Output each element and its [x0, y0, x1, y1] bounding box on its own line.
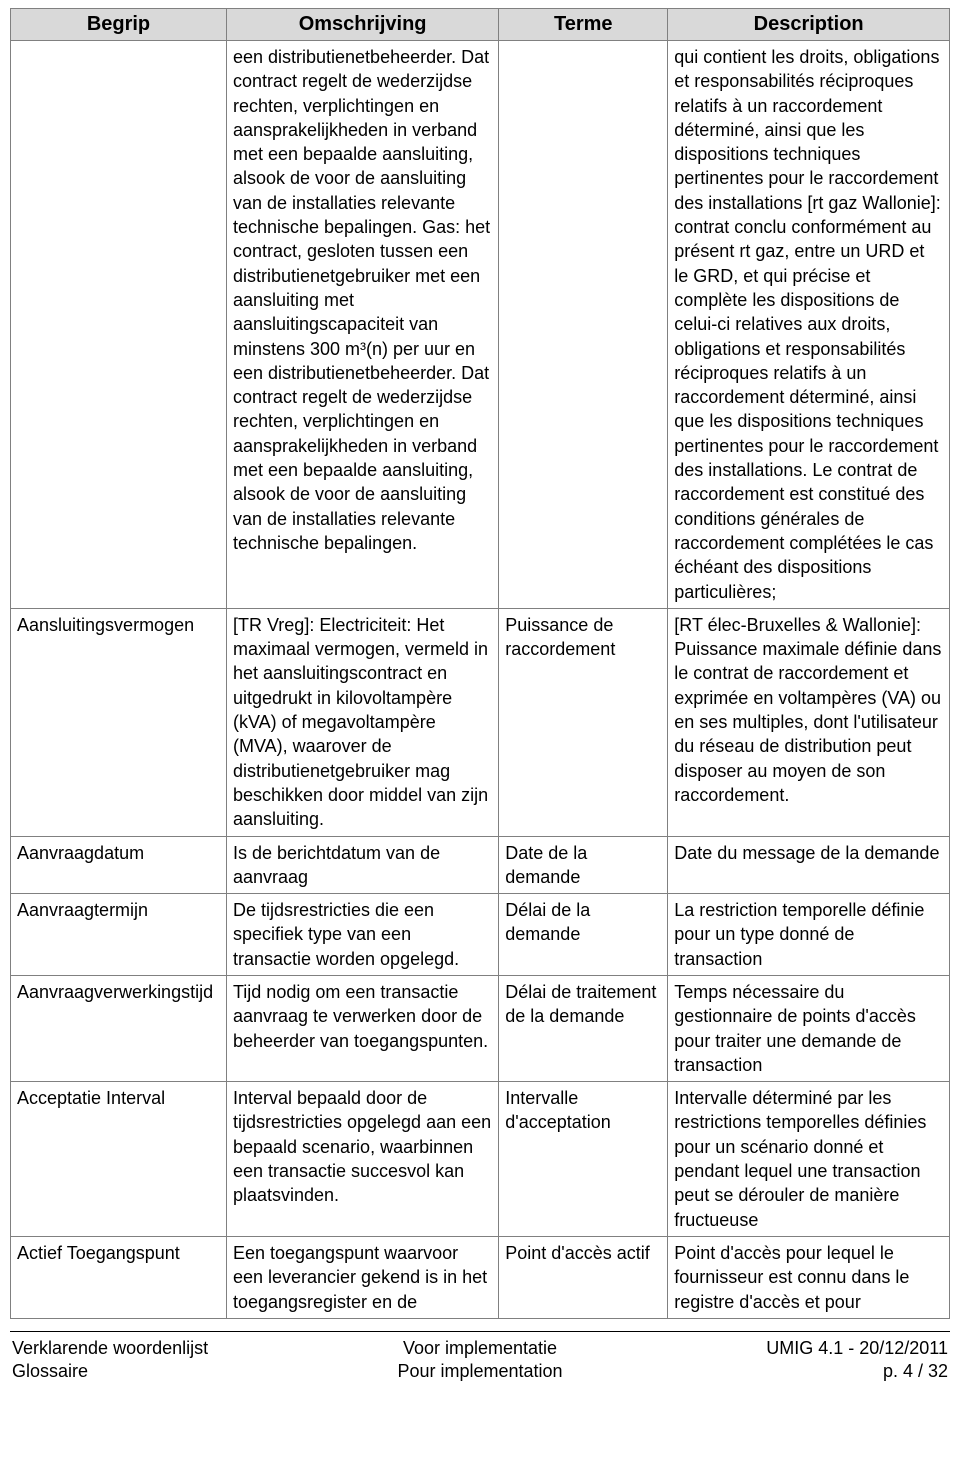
- footer-table: Verklarende woordenlijst Voor implementa…: [10, 1336, 950, 1384]
- table-row: Actief ToegangspuntEen toegangspunt waar…: [11, 1236, 950, 1318]
- table-row: AanvraagdatumIs de berichtdatum van de a…: [11, 836, 950, 894]
- table-row: een distributienetbeheerder. Dat contrac…: [11, 41, 950, 609]
- header-omschrijving: Omschrijving: [226, 9, 498, 41]
- cell-terme: Intervalle d'acceptation: [499, 1082, 668, 1237]
- cell-begrip: [11, 41, 227, 609]
- header-description: Description: [668, 9, 950, 41]
- cell-description: [RT élec-Bruxelles & Wallonie]: Puissanc…: [668, 608, 950, 836]
- table-row: AanvraagtermijnDe tijdsrestricties die e…: [11, 894, 950, 976]
- footer-right-2: p. 4 / 32: [640, 1361, 948, 1382]
- cell-terme: Date de la demande: [499, 836, 668, 894]
- cell-omschrijving: Een toegangspunt waarvoor een leverancie…: [226, 1236, 498, 1318]
- cell-description: Intervalle déterminé par les restriction…: [668, 1082, 950, 1237]
- cell-description: Point d'accès pour lequel le fournisseur…: [668, 1236, 950, 1318]
- cell-description: Temps nécessaire du gestionnaire de poin…: [668, 975, 950, 1081]
- cell-description: qui contient les droits, obligations et …: [668, 41, 950, 609]
- cell-begrip: Acceptatie Interval: [11, 1082, 227, 1237]
- cell-description: La restriction temporelle définie pour u…: [668, 894, 950, 976]
- cell-omschrijving: Tijd nodig om een transactie aanvraag te…: [226, 975, 498, 1081]
- footer-left-2: Glossaire: [12, 1361, 320, 1382]
- cell-omschrijving: De tijdsrestricties die een specifiek ty…: [226, 894, 498, 976]
- footer-right-1: UMIG 4.1 - 20/12/2011: [640, 1338, 948, 1359]
- cell-begrip: Aanvraagdatum: [11, 836, 227, 894]
- footer-mid-1: Voor implementatie: [322, 1338, 639, 1359]
- table-row: AanvraagverwerkingstijdTijd nodig om een…: [11, 975, 950, 1081]
- cell-omschrijving: een distributienetbeheerder. Dat contrac…: [226, 41, 498, 609]
- cell-terme: Délai de la demande: [499, 894, 668, 976]
- footer-left-1: Verklarende woordenlijst: [12, 1338, 320, 1359]
- table-row: Aansluitingsvermogen[TR Vreg]: Electrici…: [11, 608, 950, 836]
- footer-mid-2: Pour implementation: [322, 1361, 639, 1382]
- glossary-table: Begrip Omschrijving Terme Description ee…: [10, 8, 950, 1319]
- cell-terme: Délai de traitement de la demande: [499, 975, 668, 1081]
- table-header-row: Begrip Omschrijving Terme Description: [11, 9, 950, 41]
- cell-terme: Puissance de raccordement: [499, 608, 668, 836]
- cell-omschrijving: Is de berichtdatum van de aanvraag: [226, 836, 498, 894]
- cell-begrip: Aanvraagtermijn: [11, 894, 227, 976]
- page-footer: Verklarende woordenlijst Voor implementa…: [10, 1331, 950, 1384]
- cell-begrip: Aansluitingsvermogen: [11, 608, 227, 836]
- cell-description: Date du message de la demande: [668, 836, 950, 894]
- cell-begrip: Actief Toegangspunt: [11, 1236, 227, 1318]
- cell-omschrijving: [TR Vreg]: Electriciteit: Het maximaal v…: [226, 608, 498, 836]
- table-row: Acceptatie IntervalInterval bepaald door…: [11, 1082, 950, 1237]
- cell-terme: [499, 41, 668, 609]
- table-body: een distributienetbeheerder. Dat contrac…: [11, 41, 950, 1319]
- header-begrip: Begrip: [11, 9, 227, 41]
- header-terme: Terme: [499, 9, 668, 41]
- cell-begrip: Aanvraagverwerkingstijd: [11, 975, 227, 1081]
- cell-terme: Point d'accès actif: [499, 1236, 668, 1318]
- cell-omschrijving: Interval bepaald door de tijdsrestrictie…: [226, 1082, 498, 1237]
